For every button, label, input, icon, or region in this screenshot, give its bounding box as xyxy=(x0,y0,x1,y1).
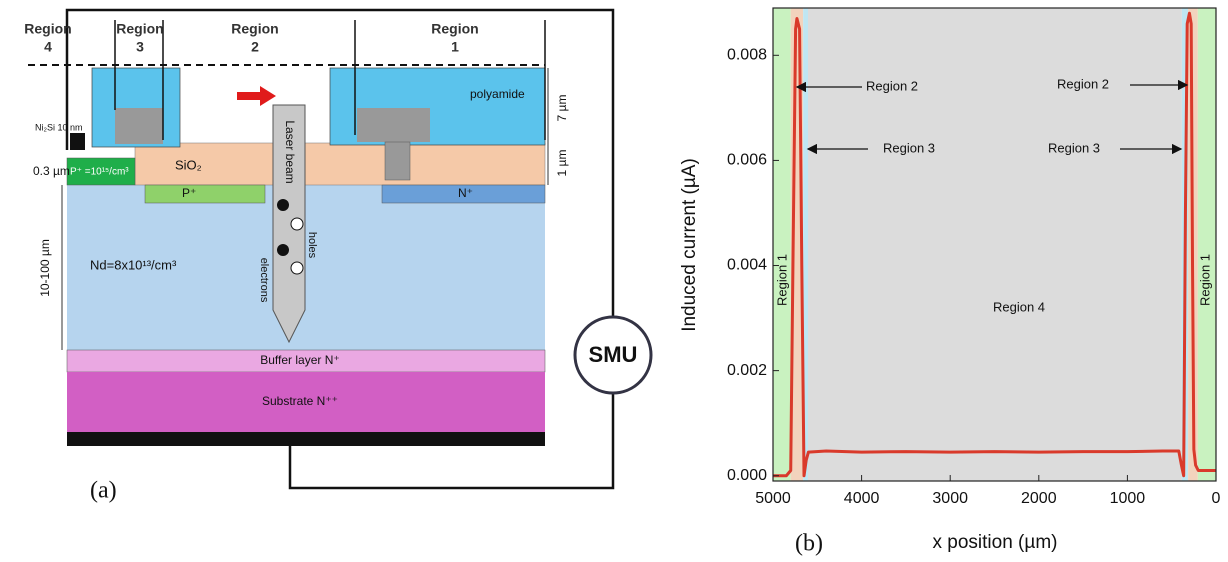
region-label: Region xyxy=(24,21,71,37)
smu-label: SMU xyxy=(589,342,638,367)
annotation: Region 1 xyxy=(1197,254,1212,306)
buffer-label: Buffer layer N⁺ xyxy=(260,353,339,367)
y-tick-label: 0.006 xyxy=(727,152,767,169)
region-band xyxy=(773,8,791,481)
hole xyxy=(291,218,303,230)
region-label: Region xyxy=(431,21,478,37)
x-axis-label: x position (µm) xyxy=(933,532,1058,553)
device-diagram: SMU Region 4 Region 3 Regio xyxy=(24,10,651,504)
annotation: Region 1 xyxy=(774,254,789,306)
dimension-label: 7 µm xyxy=(555,95,569,122)
dimension-label: 1 µm xyxy=(555,150,569,177)
annotation: Region 3 xyxy=(883,140,935,155)
hole xyxy=(291,262,303,274)
region-label: Region xyxy=(116,21,163,37)
y-tick-label: 0.002 xyxy=(727,362,767,379)
laser-label: Laser beam xyxy=(283,120,297,183)
region-label: 1 xyxy=(451,39,459,55)
polyamide-label: polyamide xyxy=(470,87,525,101)
annotation: Region 2 xyxy=(1057,76,1109,91)
scan-arrow xyxy=(237,86,276,106)
annotation: Region 2 xyxy=(866,78,918,93)
x-tick-label: 2000 xyxy=(1021,490,1057,507)
metal xyxy=(357,108,430,142)
region-label: 3 xyxy=(136,39,144,55)
electrons-label: electrons xyxy=(258,258,270,303)
figure: SMU Region 4 Region 3 Regio xyxy=(0,0,1228,562)
dimension-label: 0.3 µm xyxy=(33,164,70,178)
p-well-label: P⁺ xyxy=(182,186,196,200)
dimension-label: 10-100 µm xyxy=(38,239,52,297)
holes-label: holes xyxy=(306,232,318,259)
y-tick-label: 0.008 xyxy=(727,47,767,64)
y-axis-label: Induced current (µA) xyxy=(679,158,700,332)
annotation: Region 4 xyxy=(993,299,1045,314)
doping-label: Nd=8x10¹³/cm³ xyxy=(90,257,177,272)
x-tick-label: 4000 xyxy=(844,490,880,507)
y-tick-label: 0.004 xyxy=(727,257,767,274)
contact xyxy=(70,133,85,150)
x-tick-label: 0 xyxy=(1212,490,1221,507)
region-label: 4 xyxy=(44,39,52,55)
p-well xyxy=(145,185,265,203)
contact-label: Ni₂Si 10 nm xyxy=(35,122,83,132)
via xyxy=(385,142,410,180)
x-tick-label: 5000 xyxy=(755,490,791,507)
x-tick-label: 3000 xyxy=(932,490,968,507)
region-label: Region xyxy=(231,21,278,37)
region-label: 2 xyxy=(251,39,259,55)
panel-label: (b) xyxy=(795,531,823,557)
electron xyxy=(277,244,289,256)
p-plus-label: P⁺ =10¹⁵/cm³ xyxy=(70,167,129,178)
x-tick-label: 1000 xyxy=(1110,490,1146,507)
electron xyxy=(277,199,289,211)
substrate-label: Substrate N⁺⁺ xyxy=(262,394,338,408)
annotation: Region 3 xyxy=(1048,140,1100,155)
back-contact xyxy=(67,432,545,446)
panel-label: (a) xyxy=(90,478,117,504)
n-plus-label: N⁺ xyxy=(458,186,473,200)
region-band xyxy=(1198,8,1216,481)
y-tick-label: 0.000 xyxy=(727,467,767,484)
metal xyxy=(115,108,163,144)
oxide-label: SiO₂ xyxy=(175,157,202,172)
region-band xyxy=(808,8,1182,481)
